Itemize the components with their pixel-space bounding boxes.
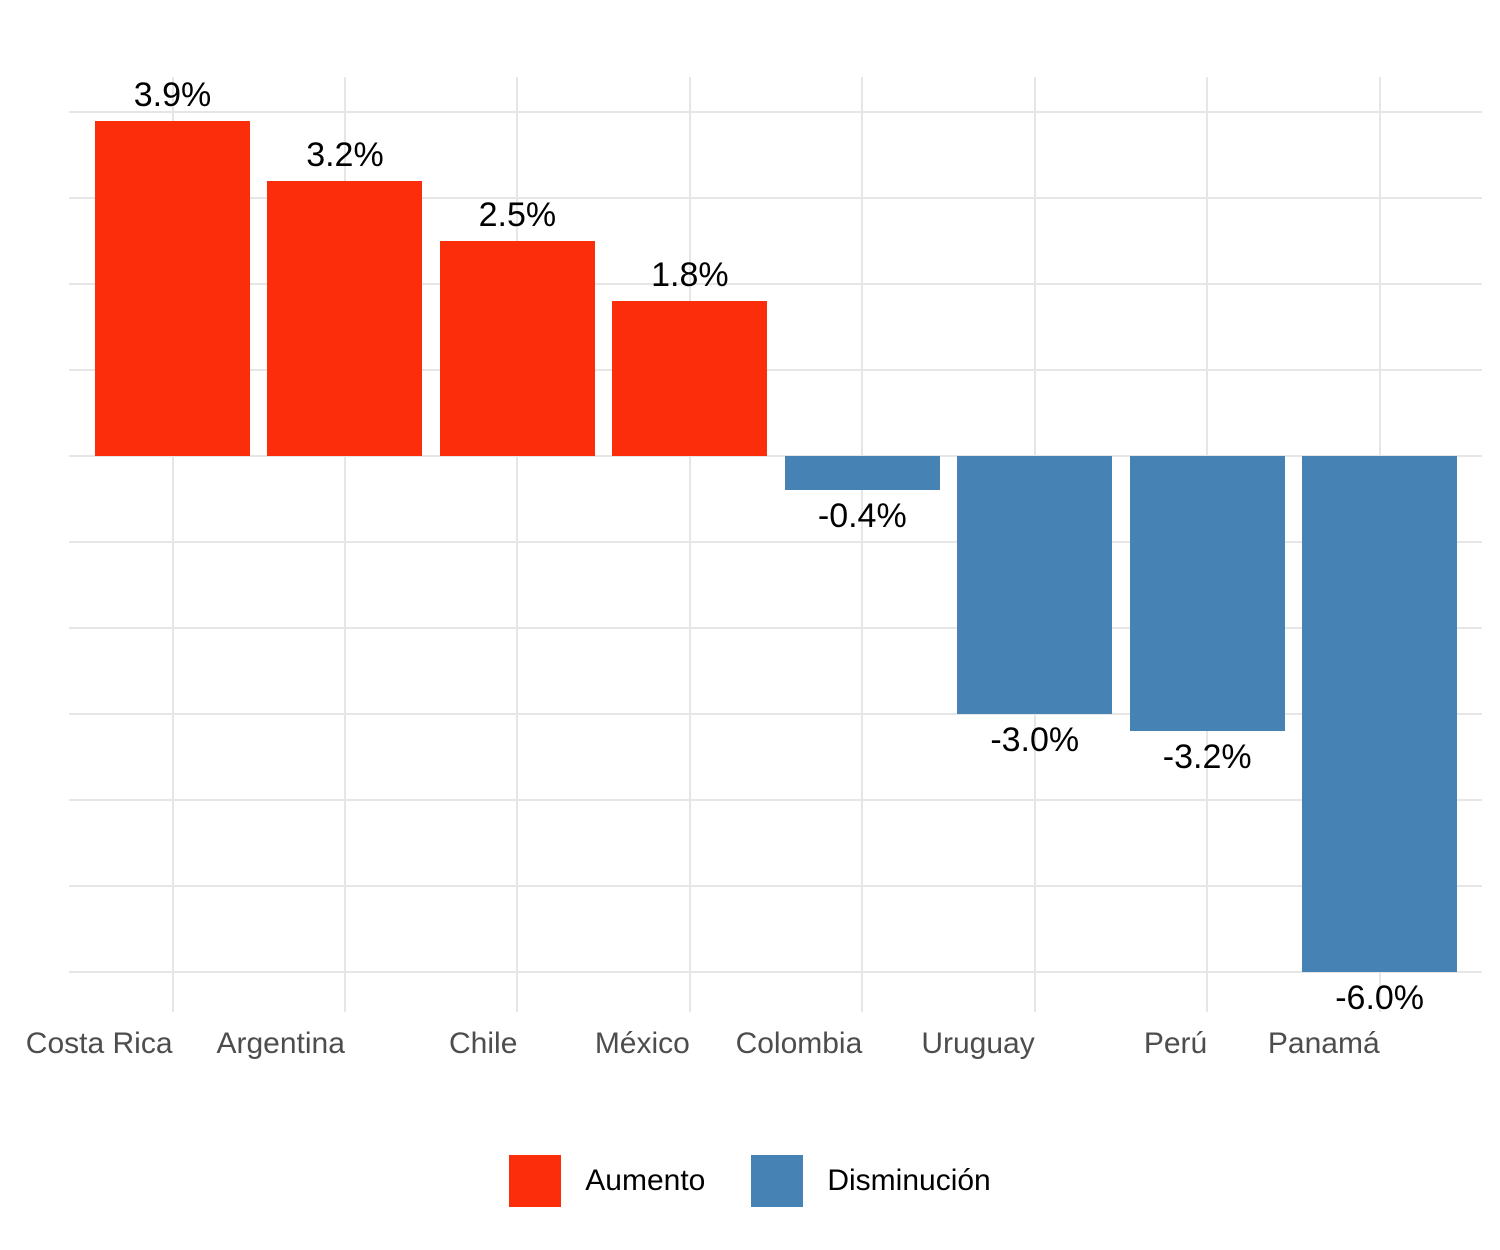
gridline-horizontal <box>69 111 1482 113</box>
x-axis-label-uruguay: Uruguay <box>921 1027 1035 1060</box>
x-axis-label-panama: Panamá <box>1267 1027 1380 1060</box>
bar-uruguay <box>957 456 1113 714</box>
value-label-colombia: -0.4% <box>817 497 907 536</box>
value-label-uruguay: -3.0% <box>990 721 1080 759</box>
value-label-peru: -3.2% <box>1162 738 1252 777</box>
value-label-chile: 2.5% <box>478 196 557 234</box>
value-label-argentina: 3.2% <box>306 135 384 174</box>
x-axis-label-peru: Perú <box>1143 1027 1208 1060</box>
bar-chile <box>439 241 595 456</box>
gridline-vertical <box>688 77 691 1012</box>
gridline-vertical <box>861 77 864 1012</box>
bar-peru <box>1129 456 1285 732</box>
legend-label-aumento: Aumento <box>585 1164 706 1197</box>
gridline-horizontal <box>69 885 1482 887</box>
bar-panama <box>1302 456 1458 972</box>
x-axis-label-mexico: México <box>594 1027 690 1060</box>
value-label-mexico: 1.8% <box>651 256 729 295</box>
x-axis-label-costa-rica: Costa Rica <box>25 1027 173 1060</box>
x-axis-label-colombia: Colombia <box>735 1027 863 1060</box>
gridline-horizontal <box>69 713 1482 715</box>
legend-item-disminucion: Disminución <box>751 1155 991 1207</box>
bar-colombia <box>784 456 940 491</box>
value-label-panama: -6.0% <box>1335 979 1425 1017</box>
gridline-horizontal <box>69 197 1482 199</box>
gridline-horizontal <box>69 455 1482 457</box>
gridline-horizontal <box>69 971 1482 973</box>
legend-label-disminucion: Disminución <box>827 1164 991 1197</box>
gridline-vertical <box>516 77 519 1012</box>
gridline-horizontal <box>69 541 1482 543</box>
bar-argentina <box>267 180 423 456</box>
legend: Aumento Disminución <box>0 1155 1500 1207</box>
gridline-horizontal <box>69 283 1482 285</box>
x-axis-label-chile: Chile <box>449 1027 518 1060</box>
gridline-horizontal <box>69 369 1482 371</box>
x-axis-label-argentina: Argentina <box>216 1027 345 1060</box>
gridline-vertical <box>343 77 346 1012</box>
bar-costa-rica <box>95 120 250 456</box>
value-label-costa-rica: 3.9% <box>133 75 212 114</box>
gridline-horizontal <box>69 799 1482 801</box>
bar-mexico <box>612 301 768 456</box>
legend-key-disminucion <box>751 1155 804 1207</box>
legend-key-aumento <box>509 1155 562 1207</box>
legend-item-aumento: Aumento <box>509 1155 705 1207</box>
gridline-vertical <box>171 77 174 1012</box>
gridline-horizontal <box>69 627 1482 629</box>
